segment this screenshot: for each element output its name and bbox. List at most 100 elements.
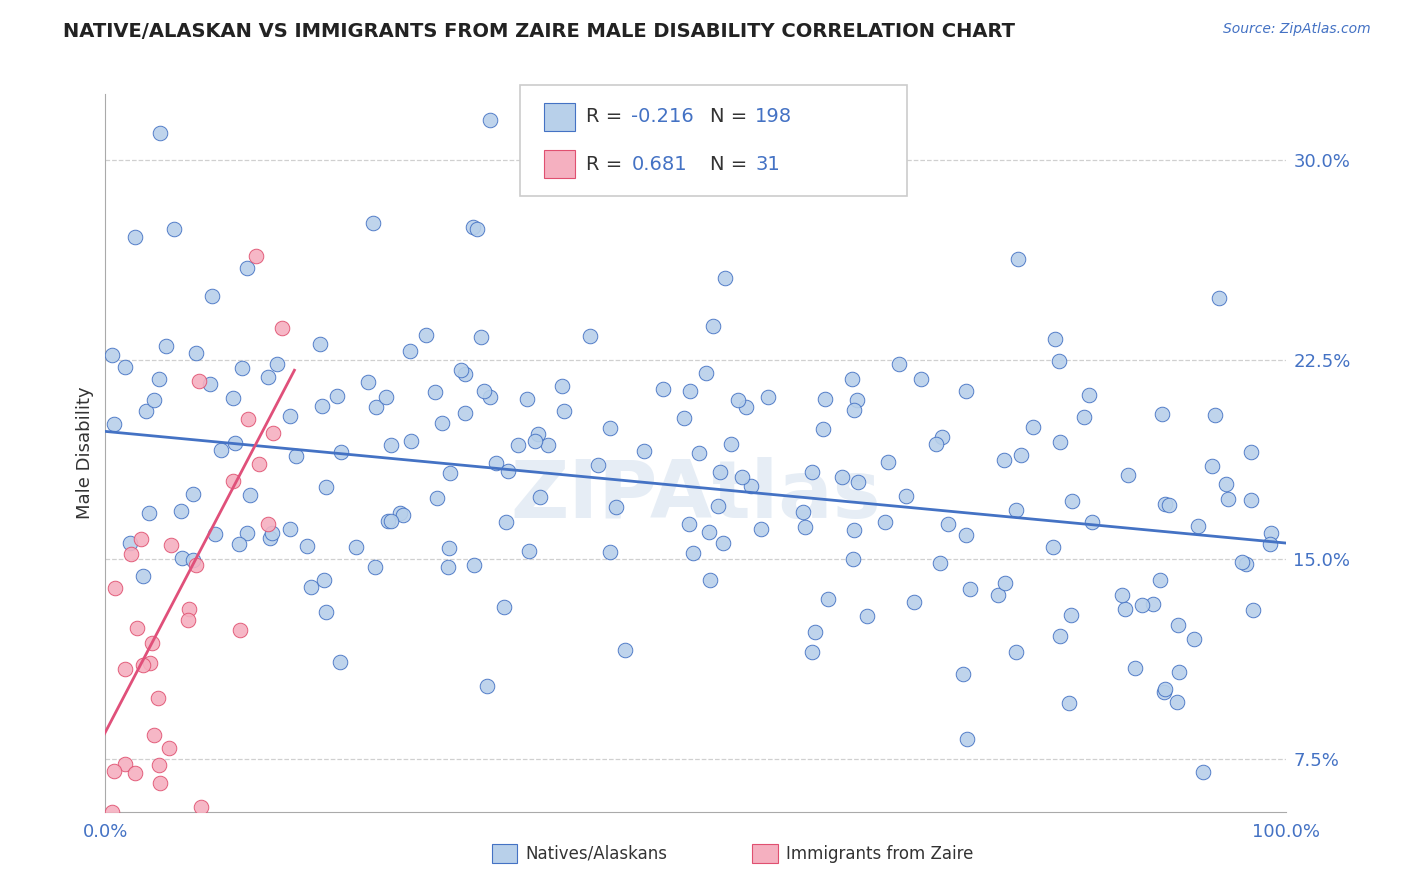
- Point: [605, 500, 627, 514]
- Point: [1239, 492, 1261, 507]
- Point: [614, 642, 637, 657]
- Point: [955, 528, 977, 542]
- Point: [873, 515, 896, 529]
- Point: [1049, 629, 1071, 643]
- Point: [794, 520, 817, 534]
- Point: [380, 438, 402, 452]
- Point: [124, 230, 146, 244]
- Point: [756, 391, 779, 405]
- Point: [415, 327, 437, 342]
- Point: [1182, 632, 1205, 647]
- Point: [103, 764, 125, 778]
- Point: [801, 466, 824, 480]
- Point: [363, 559, 385, 574]
- Point: [929, 556, 952, 570]
- Point: [959, 582, 981, 596]
- Point: [1049, 434, 1071, 449]
- Point: [993, 453, 1015, 467]
- Text: NATIVE/ALASKAN VS IMMIGRANTS FROM ZAIRE MALE DISABILITY CORRELATION CHART: NATIVE/ALASKAN VS IMMIGRANTS FROM ZAIRE …: [63, 22, 1015, 41]
- Point: [987, 588, 1010, 602]
- Text: R =: R =: [586, 107, 628, 127]
- Point: [699, 573, 721, 587]
- Point: [551, 379, 574, 393]
- Point: [1073, 410, 1095, 425]
- Point: [537, 438, 560, 452]
- Point: [1201, 459, 1223, 474]
- Point: [707, 500, 730, 514]
- Point: [209, 443, 232, 458]
- Point: [682, 546, 704, 560]
- Point: [1168, 665, 1191, 680]
- Point: [239, 488, 262, 502]
- Point: [299, 580, 322, 594]
- Point: [652, 382, 675, 396]
- Point: [1240, 445, 1263, 459]
- Point: [931, 430, 953, 444]
- Point: [749, 522, 772, 536]
- Point: [1130, 598, 1153, 612]
- Point: [1208, 292, 1230, 306]
- Point: [198, 376, 221, 391]
- Point: [1157, 498, 1180, 512]
- Point: [695, 366, 717, 380]
- Point: [955, 384, 977, 399]
- Point: [1111, 588, 1133, 602]
- Point: [236, 260, 259, 275]
- Point: [599, 420, 621, 434]
- Point: [1192, 764, 1215, 779]
- Point: [588, 458, 610, 473]
- Point: [1043, 332, 1066, 346]
- Point: [1118, 468, 1140, 483]
- Point: [894, 489, 917, 503]
- Point: [1167, 618, 1189, 632]
- Point: [1142, 598, 1164, 612]
- Point: [956, 732, 979, 747]
- Text: 0.681: 0.681: [631, 154, 688, 174]
- Point: [149, 126, 172, 140]
- Point: [485, 456, 508, 470]
- Point: [439, 466, 461, 480]
- Point: [952, 667, 974, 681]
- Point: [361, 216, 384, 230]
- Point: [1077, 388, 1099, 402]
- Point: [740, 479, 762, 493]
- Point: [138, 506, 160, 520]
- Point: [925, 437, 948, 451]
- Point: [494, 600, 516, 615]
- Point: [678, 516, 700, 531]
- Point: [201, 288, 224, 302]
- Point: [1114, 602, 1136, 616]
- Point: [103, 417, 125, 432]
- Point: [245, 248, 267, 262]
- Point: [184, 558, 207, 572]
- Point: [114, 757, 136, 772]
- Point: [792, 505, 814, 519]
- Point: [330, 445, 353, 459]
- Point: [506, 437, 529, 451]
- Point: [312, 573, 335, 587]
- Text: N =: N =: [710, 154, 754, 174]
- Point: [266, 357, 288, 371]
- Point: [329, 655, 352, 669]
- Point: [326, 389, 349, 403]
- Point: [183, 487, 205, 501]
- Point: [1123, 661, 1146, 675]
- Point: [496, 464, 519, 478]
- Point: [391, 508, 413, 522]
- Text: ZIPAtlas: ZIPAtlas: [510, 457, 882, 535]
- Point: [848, 475, 870, 489]
- Text: 198: 198: [755, 107, 792, 127]
- Text: 31: 31: [755, 154, 780, 174]
- Point: [204, 526, 226, 541]
- Point: [478, 390, 501, 404]
- Point: [357, 376, 380, 390]
- Text: R =: R =: [586, 154, 628, 174]
- Point: [399, 434, 422, 448]
- Point: [364, 401, 387, 415]
- Point: [380, 515, 402, 529]
- Point: [720, 437, 742, 451]
- Point: [579, 328, 602, 343]
- Point: [1215, 476, 1237, 491]
- Point: [260, 526, 283, 541]
- Point: [731, 470, 754, 484]
